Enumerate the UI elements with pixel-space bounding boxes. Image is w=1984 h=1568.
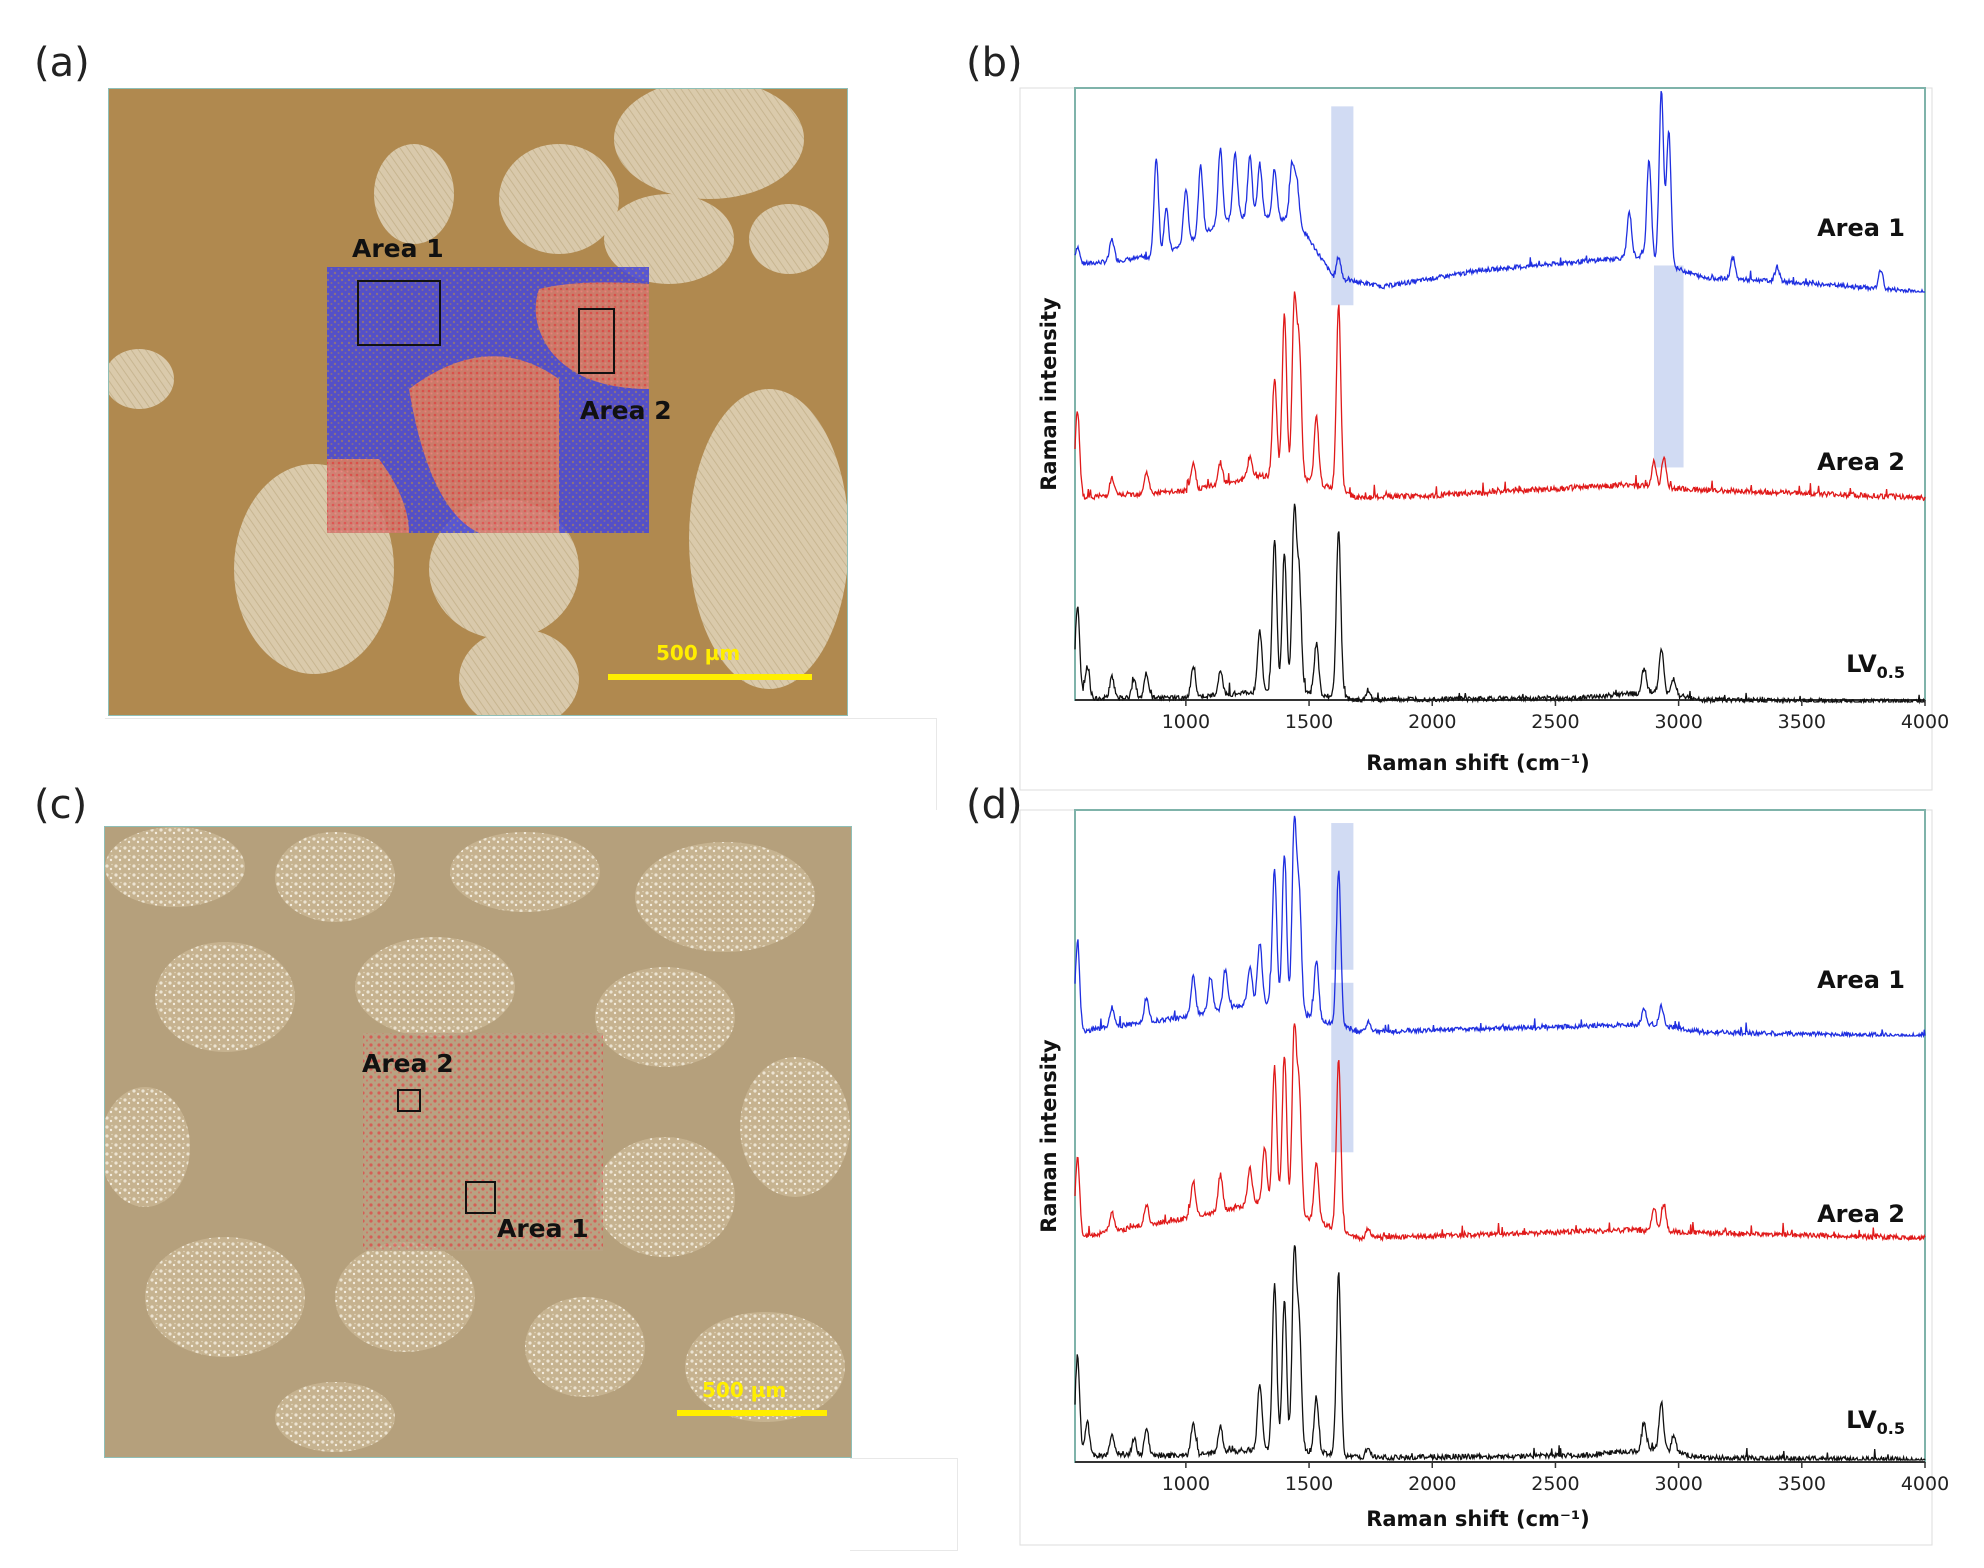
chart-d: Area 1 Area 2 LV0.5 1000 1500 2000 2500 3000 350… xyxy=(1019,809,1949,1546)
frame-line xyxy=(850,1458,958,1459)
series-line-area-1 xyxy=(1074,815,1926,1039)
highlight-band xyxy=(1331,106,1354,306)
series-label: LV0.5 xyxy=(1846,1406,1905,1438)
x-tick-label: 4000 xyxy=(1901,1473,1949,1495)
panel-letter-c: (c) xyxy=(34,782,88,828)
chart-b: Area 1 Area 2 LV0.5 1000 1500 2000 2500 3000 350… xyxy=(1019,87,1949,791)
panel-letter-b: (b) xyxy=(966,40,1023,86)
scale-bar-c xyxy=(677,1410,827,1416)
area2-box-c xyxy=(397,1089,421,1112)
series-label: LV0.5 xyxy=(1846,650,1905,682)
highlight-band xyxy=(1331,823,1354,970)
frame-line xyxy=(936,718,937,810)
micrograph-c-image xyxy=(105,827,851,1457)
scale-label-a: 500 µm xyxy=(656,641,741,665)
x-tick-label: 4000 xyxy=(1901,711,1949,733)
micrograph-a xyxy=(108,88,848,716)
x-tick-label: 2500 xyxy=(1531,711,1579,733)
chart-frame xyxy=(1019,87,1933,791)
series-line-lv0-5 xyxy=(1074,1245,1926,1463)
frame-line xyxy=(850,1550,958,1551)
x-tick-label: 3500 xyxy=(1778,711,1826,733)
area1-label-a: Area 1 xyxy=(352,234,444,263)
x-axis-label: Raman shift (cm⁻¹) xyxy=(1366,751,1590,775)
series-label: Area 2 xyxy=(1817,448,1905,476)
x-tick-label: 3500 xyxy=(1778,1473,1826,1495)
frame-line xyxy=(957,1458,958,1550)
series-line-area-2 xyxy=(1074,1023,1926,1243)
frame-line xyxy=(105,718,937,719)
x-tick-label: 1500 xyxy=(1285,1473,1333,1495)
micrograph-a-image xyxy=(109,89,847,715)
series-label-sub: 0.5 xyxy=(1877,663,1905,682)
x-tick-label: 2000 xyxy=(1408,1473,1456,1495)
x-tick-label: 2000 xyxy=(1408,711,1456,733)
series-label-main: LV xyxy=(1846,650,1877,678)
area1-box-c xyxy=(465,1181,496,1214)
highlight-band xyxy=(1653,265,1684,468)
micrograph-c xyxy=(104,826,852,1458)
y-axis-label: Raman intensity xyxy=(1037,1039,1061,1233)
x-tick-label: 1500 xyxy=(1285,711,1333,733)
scale-label-c: 500 µm xyxy=(702,1378,787,1402)
series-label: Area 2 xyxy=(1817,1200,1905,1228)
series-label-sub: 0.5 xyxy=(1877,1419,1905,1438)
area2-label-c: Area 2 xyxy=(362,1049,454,1078)
area1-box-a xyxy=(357,280,441,346)
series-label: Area 1 xyxy=(1817,966,1905,994)
x-tick-label: 2500 xyxy=(1531,1473,1579,1495)
panel-letter-a: (a) xyxy=(34,40,90,86)
series-line-area-1 xyxy=(1074,91,1925,294)
y-axis-label: Raman intensity xyxy=(1037,297,1061,491)
x-tick-label: 3000 xyxy=(1654,1473,1702,1495)
area1-label-c: Area 1 xyxy=(497,1214,589,1243)
area2-box-a xyxy=(578,308,615,374)
scale-bar-a xyxy=(608,674,812,680)
series-line-lv0-5 xyxy=(1074,503,1925,705)
x-tick-label: 1000 xyxy=(1162,711,1210,733)
chart-frame xyxy=(1019,809,1933,1546)
x-tick-label: 1000 xyxy=(1162,1473,1210,1495)
series-label: Area 1 xyxy=(1817,214,1905,242)
x-tick-label: 3000 xyxy=(1654,711,1702,733)
plot-area-border xyxy=(1074,809,1926,1463)
series-label-main: LV xyxy=(1846,1406,1877,1434)
x-axis-label: Raman shift (cm⁻¹) xyxy=(1366,1507,1590,1531)
series-line-area-2 xyxy=(1074,291,1926,502)
panel-letter-d: (d) xyxy=(966,782,1023,828)
area2-label-a: Area 2 xyxy=(580,396,672,425)
